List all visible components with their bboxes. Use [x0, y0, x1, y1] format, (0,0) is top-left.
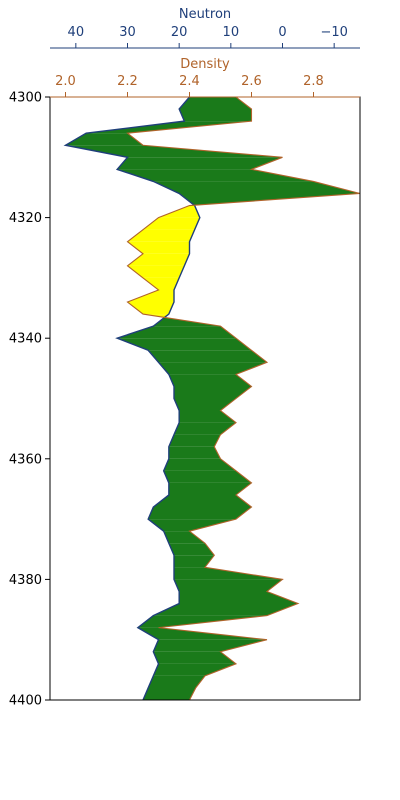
neutron-tick-label: 40 — [68, 25, 85, 40]
curve-layer — [63, 96, 361, 701]
fill-segment — [137, 615, 267, 628]
fill-segment — [143, 217, 200, 230]
y-axis: 4300 4320 4340 4360 4380 4400 — [9, 91, 50, 709]
fill-segment — [174, 555, 215, 568]
density-axis-label: Density — [180, 57, 230, 72]
fill-layer — [65, 97, 360, 700]
y-tick-label: 4320 — [9, 211, 42, 226]
fill-segment — [117, 338, 252, 351]
fill-segment — [163, 458, 236, 471]
fill-segment — [153, 639, 267, 652]
density-tick-label: 2.8 — [303, 74, 324, 89]
neutron-axis-label: Neutron — [179, 7, 231, 22]
fill-segment — [163, 470, 252, 483]
fill-segment — [148, 519, 236, 532]
y-tick-label: 4360 — [9, 452, 42, 467]
y-tick-label: 4300 — [9, 91, 42, 106]
fill-segment — [127, 265, 185, 278]
fill-segment — [137, 627, 267, 640]
fill-segment — [148, 350, 267, 363]
fill-segment — [179, 410, 236, 423]
fill-segment — [179, 591, 298, 604]
fill-segment — [174, 422, 236, 435]
fill-segment — [148, 507, 252, 520]
fill-segment — [127, 229, 195, 242]
fill-segment — [127, 302, 174, 315]
fill-segment — [168, 374, 252, 387]
fill-segment — [86, 121, 252, 134]
fill-segment — [117, 157, 283, 170]
y-tick-label: 4400 — [9, 694, 42, 709]
neutron-tick-label: 10 — [223, 25, 240, 40]
fill-segment — [117, 326, 236, 339]
neutron-tick-label: 0 — [278, 25, 286, 40]
fill-segment — [143, 687, 196, 700]
fill-segment — [158, 362, 267, 375]
y-tick-label: 4340 — [9, 332, 42, 347]
fill-segment — [153, 181, 360, 194]
fill-segment — [148, 675, 205, 688]
density-tick-label: 2.0 — [55, 74, 76, 89]
fill-segment — [174, 579, 283, 592]
neutron-tick-label: −10 — [320, 25, 347, 40]
fill-segment — [179, 109, 252, 122]
y-tick-label: 4380 — [9, 573, 42, 588]
neutron-tick-label: 30 — [119, 25, 136, 40]
fill-segment — [168, 434, 221, 447]
density-tick-label: 2.2 — [117, 74, 138, 89]
fill-segment — [179, 97, 252, 110]
density-axis: 2.0 2.2 2.4 2.6 2.8 — [50, 74, 360, 98]
fill-segment — [168, 543, 215, 556]
fill-segment — [163, 531, 205, 544]
density-line — [126, 96, 361, 701]
density-tick-label: 2.4 — [179, 74, 200, 89]
fill-segment — [65, 133, 143, 146]
fill-segment — [168, 482, 252, 495]
fill-segment — [153, 651, 236, 664]
fill-segment — [127, 241, 190, 254]
neutron-axis: 40 30 20 10 0 −10 — [50, 25, 360, 49]
fill-segment — [65, 145, 283, 158]
neutron-tick-label: 20 — [171, 25, 188, 40]
fill-segment — [174, 386, 252, 399]
fill-segment — [168, 446, 221, 459]
fill-segment — [174, 567, 283, 580]
density-tick-label: 2.6 — [241, 74, 262, 89]
neutron-line — [63, 96, 201, 701]
fill-segment — [127, 289, 174, 303]
fill-segment — [174, 398, 236, 411]
fill-segment — [153, 663, 236, 676]
fill-segment — [153, 494, 252, 508]
fill-segment — [143, 277, 180, 290]
fill-segment — [153, 603, 298, 616]
fill-segment — [127, 253, 190, 266]
fill-segment — [158, 205, 200, 218]
